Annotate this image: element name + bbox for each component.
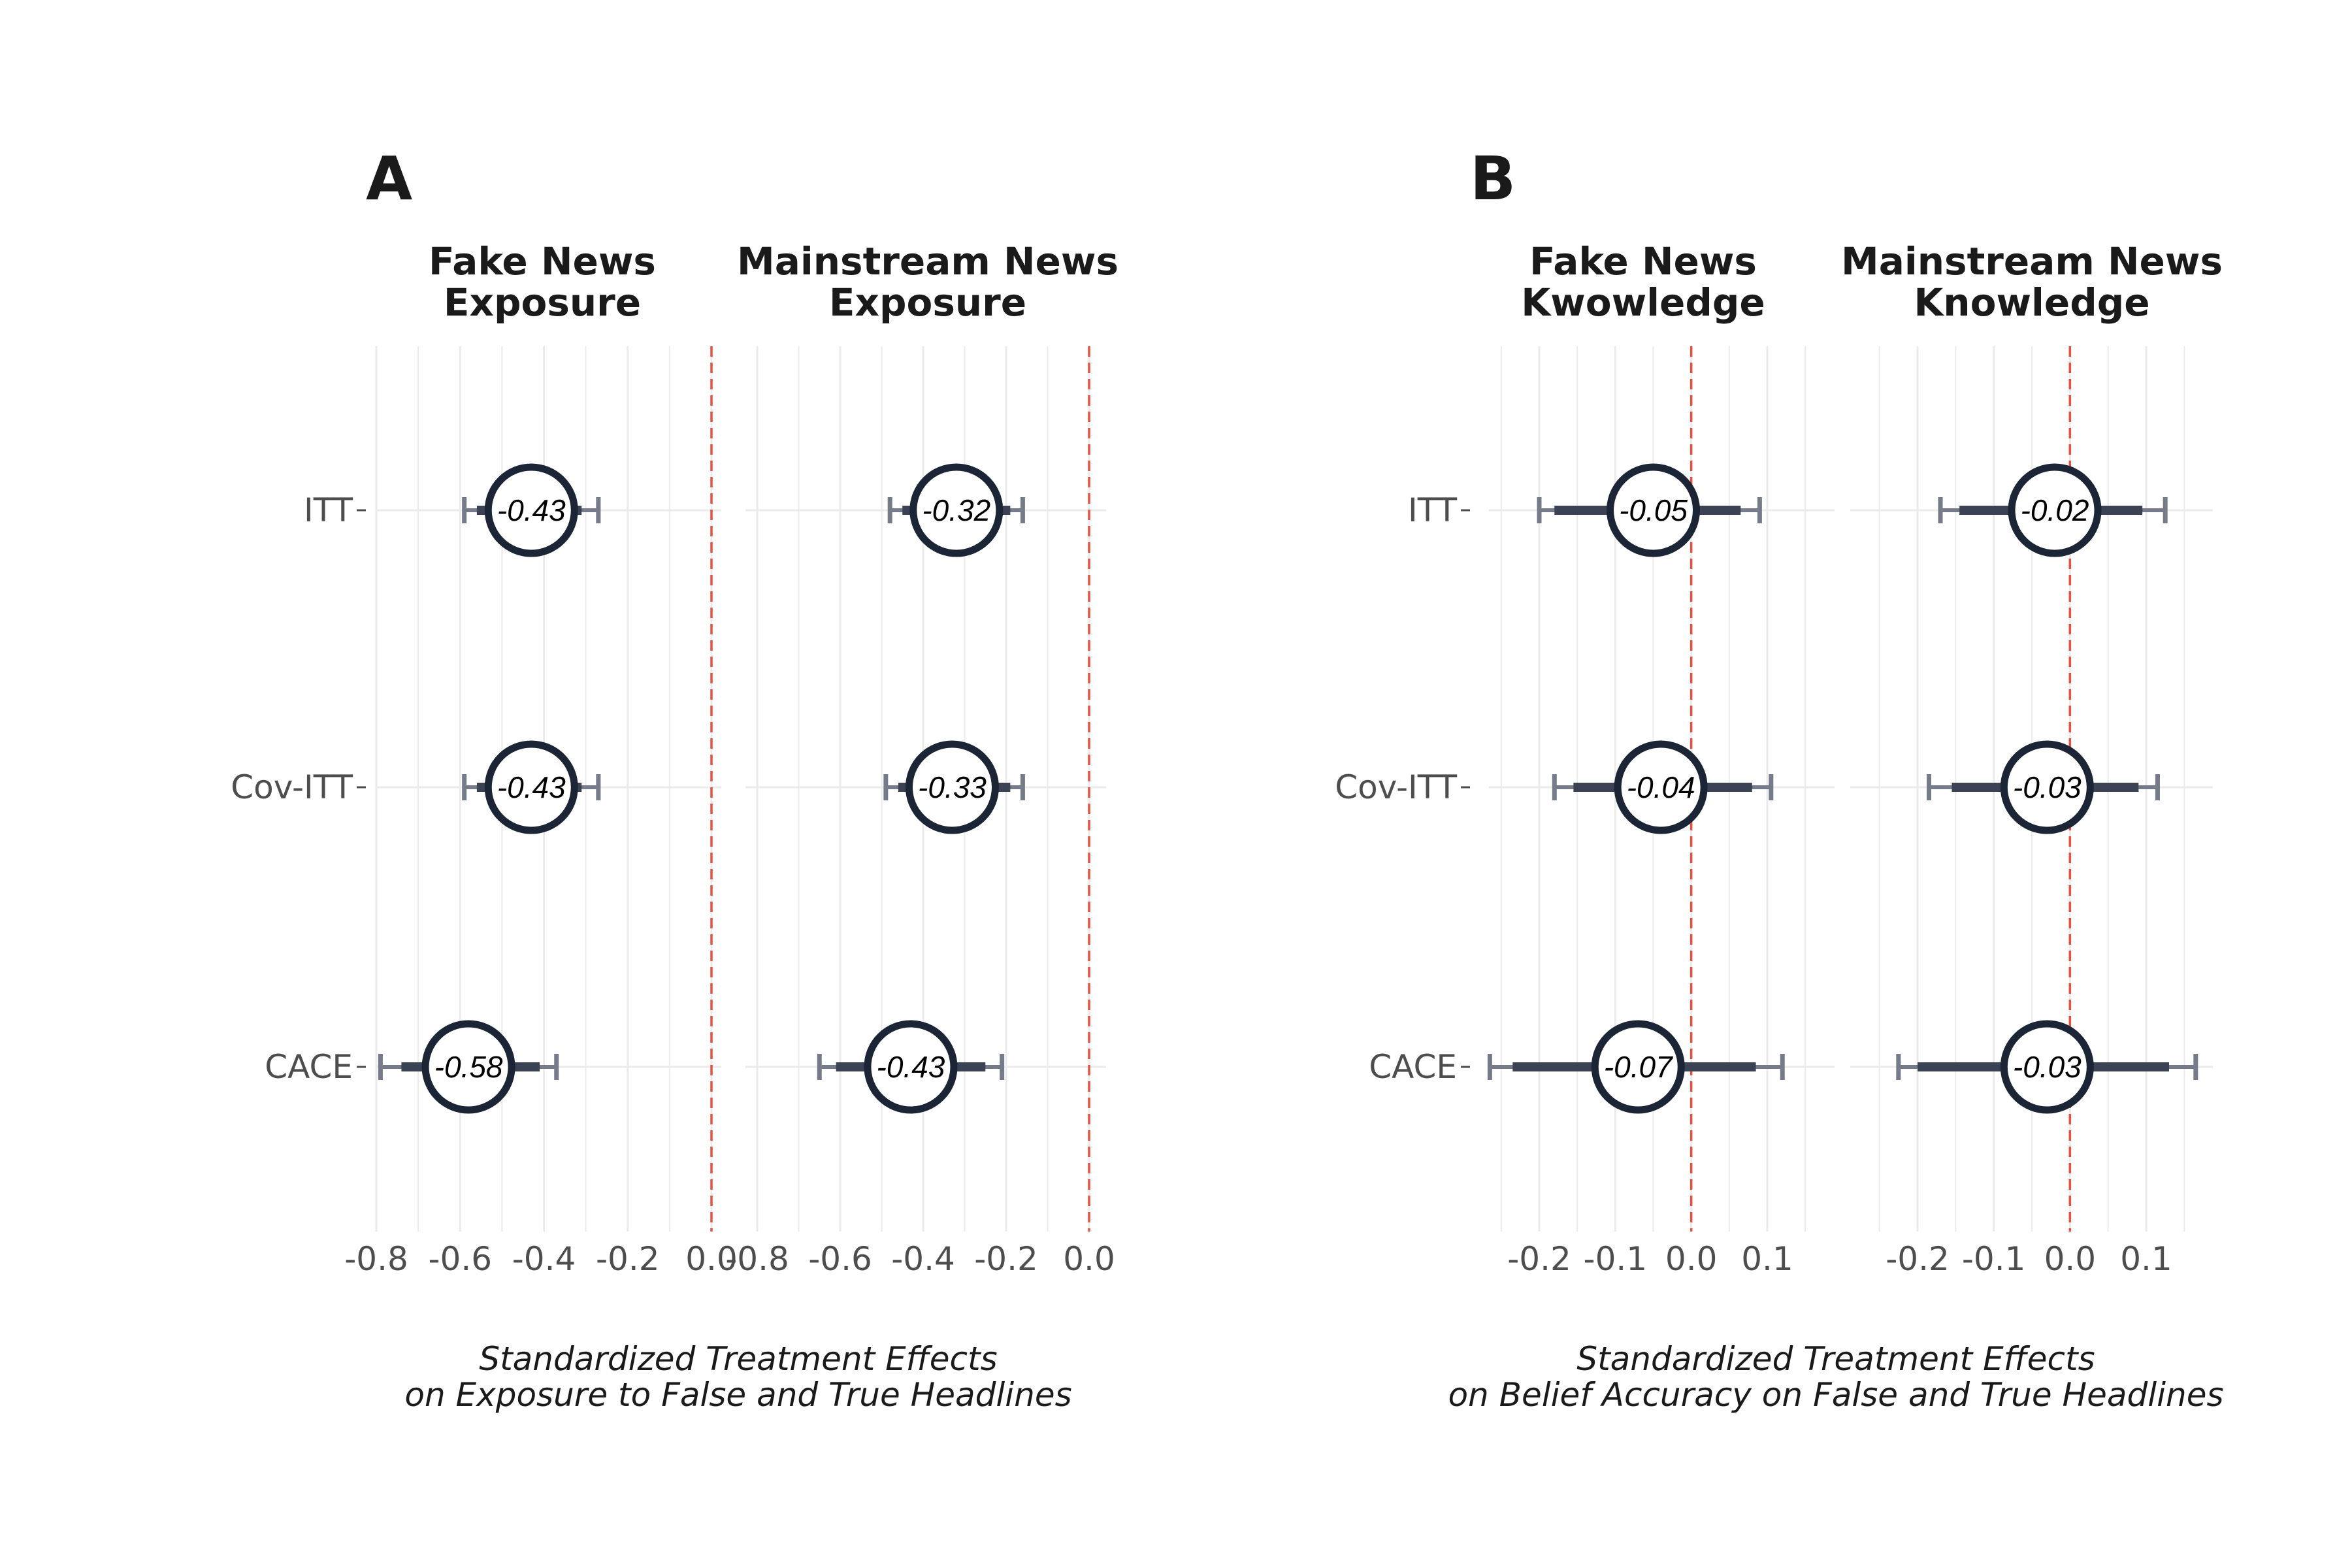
x-tick-label: -0.1: [1584, 1240, 1648, 1278]
facet-title: Mainstream News Exposure: [737, 239, 1119, 325]
estimate-point: [484, 740, 578, 834]
estimate-value-label: -0.43: [497, 493, 566, 527]
row-label-itt: ITT: [304, 491, 353, 529]
x-tick-label: 0.0: [2044, 1240, 2097, 1278]
x-tick-label: -0.4: [512, 1240, 576, 1278]
estimate-value-label: -0.05: [1619, 493, 1688, 527]
estimate-cace: -0.07: [1487, 1020, 1785, 1114]
estimate-point: [421, 1020, 515, 1114]
x-tick-label: -0.1: [1962, 1240, 2026, 1278]
estimate-cace: -0.03: [1896, 1020, 2198, 1114]
estimate-value-label: -0.33: [918, 770, 987, 804]
row-label-cov-itt: Cov-ITT: [231, 768, 353, 806]
estimate-point: [1614, 740, 1708, 834]
x-tick-label: -0.2: [974, 1240, 1038, 1278]
x-tick-label: 0.1: [2120, 1240, 2172, 1278]
facet-title: Fake News Kwowledge: [1521, 239, 1765, 325]
estimate-cov-itt: -0.03: [1927, 740, 2160, 834]
estimate-point: [484, 463, 578, 557]
estimate-cov-itt: -0.43: [462, 740, 601, 834]
x-tick-label: -0.2: [596, 1240, 660, 1278]
estimate-itt: -0.43: [462, 463, 601, 557]
estimate-value-label: -0.03: [2013, 770, 2082, 804]
estimate-value-label: -0.04: [1627, 770, 1695, 804]
estimate-point: [1591, 1020, 1685, 1114]
estimate-value-label: -0.03: [2013, 1050, 2082, 1084]
x-tick-label: -0.2: [1886, 1240, 1950, 1278]
estimate-itt: -0.02: [1938, 463, 2168, 557]
estimate-cov-itt: -0.33: [883, 740, 1025, 834]
row-label-itt: ITT: [1408, 491, 1457, 529]
x-tick-label: -0.2: [1507, 1240, 1571, 1278]
x-tick-label: -0.6: [428, 1240, 492, 1278]
estimate-value-label: -0.58: [434, 1050, 503, 1084]
x-axis-title: Standardized Treatment Effects on Exposur…: [404, 1340, 1071, 1414]
estimate-point: [905, 740, 999, 834]
row-label-cace: CACE: [265, 1048, 353, 1086]
row-label-cov-itt: Cov-ITT: [1335, 768, 1457, 806]
panel-letter: A: [366, 144, 412, 214]
x-tick-label: 0.1: [1741, 1240, 1793, 1278]
facet-panel-4: Mainstream News Knowledge -0.2 -0.1 0.0 0.1 -0…: [1841, 239, 2223, 1278]
x-tick-label: 0.0: [1063, 1240, 1115, 1278]
row-label-cace: CACE: [1369, 1048, 1457, 1086]
estimate-value-label: -0.02: [2021, 493, 2089, 527]
x-tick-label: 0.0: [1665, 1240, 1718, 1278]
estimate-value-label: -0.07: [1604, 1050, 1673, 1084]
facet-title: Fake News Exposure: [429, 239, 656, 325]
estimate-cace: -0.43: [817, 1020, 1005, 1114]
x-tick-label: -0.6: [808, 1240, 872, 1278]
estimate-value-label: -0.43: [877, 1050, 945, 1084]
x-tick-label: -0.8: [725, 1240, 789, 1278]
panel-letter: B: [1470, 144, 1516, 214]
facet-panel-2: Mainstream News Exposure -0.8 -0.6 -0.4 -0.2 0…: [725, 239, 1119, 1278]
estimate-itt: -0.32: [887, 463, 1025, 557]
estimate-point: [864, 1020, 958, 1114]
estimate-itt: -0.05: [1537, 463, 1762, 557]
x-tick-label: 0.0: [685, 1240, 738, 1278]
estimate-point: [2008, 463, 2102, 557]
estimate-value-label: -0.32: [922, 493, 990, 527]
estimate-value-label: -0.43: [497, 770, 566, 804]
x-tick-label: -0.4: [891, 1240, 955, 1278]
estimate-point: [1607, 463, 1700, 557]
estimate-point: [2000, 740, 2094, 834]
x-tick-label: -0.8: [344, 1240, 408, 1278]
facet-title: Mainstream News Knowledge: [1841, 239, 2223, 325]
x-axis-title: Standardized Treatment Effects on Belief …: [1448, 1340, 2223, 1414]
estimate-cov-itt: -0.04: [1552, 740, 1774, 834]
estimate-point: [909, 463, 1004, 557]
estimate-cace: -0.58: [378, 1020, 559, 1114]
estimate-point: [2000, 1020, 2094, 1114]
